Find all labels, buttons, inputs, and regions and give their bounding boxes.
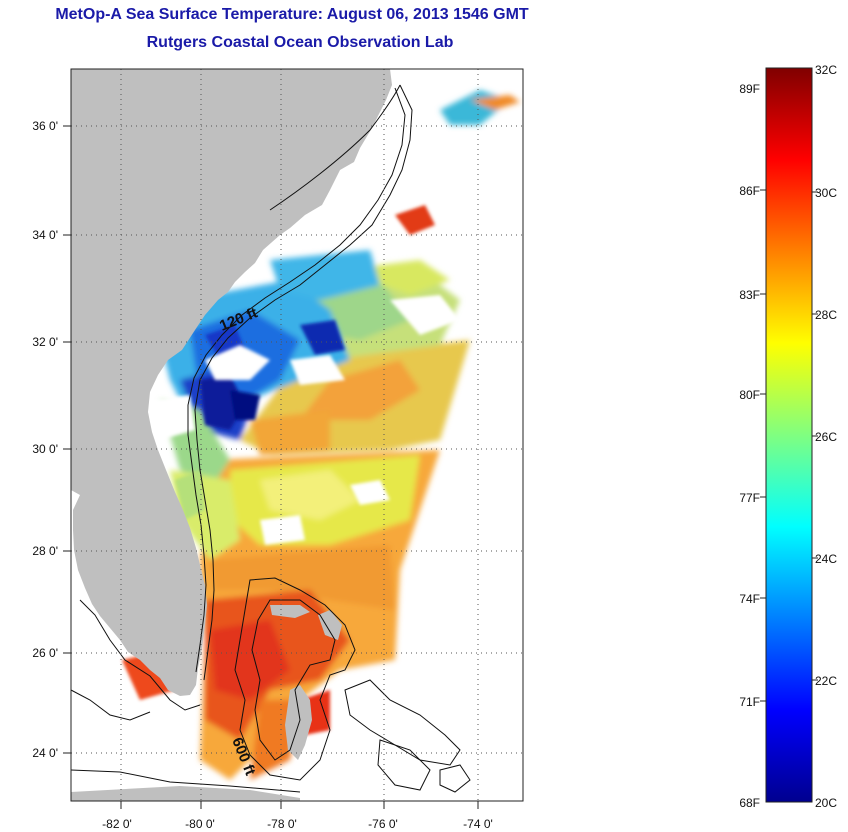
colorbar-celsius-label: 22C xyxy=(815,674,837,688)
lat-tick-label: 32 0' xyxy=(32,335,58,349)
colorbar-celsius-label: 20C xyxy=(815,796,837,810)
sst-swath xyxy=(122,90,520,780)
colorbar-fahrenheit-label: 71F xyxy=(739,695,760,709)
map-subtitle: Rutgers Coastal Ocean Observation Lab xyxy=(146,34,454,51)
lat-tick-label: 24 0' xyxy=(32,746,58,760)
latitude-labels: 36 0' 34 0' 32 0' 30 0' 28 0' 26 0' 24 0… xyxy=(32,119,58,760)
lon-tick-label: -80 0' xyxy=(185,817,215,831)
us-southeast-land xyxy=(71,69,392,696)
graticule xyxy=(71,69,523,801)
colorbar-fahrenheit-label: 86F xyxy=(739,184,760,198)
cuba-coast xyxy=(71,786,300,801)
bathymetry-contours xyxy=(71,84,471,793)
colorbar-celsius-label: 32C xyxy=(815,63,837,77)
colorbar-celsius-label: 28C xyxy=(815,308,837,322)
lon-tick-label: -82 0' xyxy=(102,817,132,831)
colorbar-celsius-label: 26C xyxy=(815,430,837,444)
colorbar-fahrenheit-label: 74F xyxy=(739,592,760,606)
colorbar-fahrenheit-label: 83F xyxy=(739,288,760,302)
colorbar-gradient xyxy=(765,67,813,803)
lat-tick-label: 26 0' xyxy=(32,646,58,660)
lon-tick-label: -76 0' xyxy=(368,817,398,831)
colorbar-fahrenheit-label: 80F xyxy=(739,388,760,402)
colorbar-fahrenheit-label: 68F xyxy=(739,796,760,810)
colorbar-fahrenheit-label: 77F xyxy=(739,491,760,505)
colorbar-fahrenheit-label: 89F xyxy=(739,82,760,96)
andros-island xyxy=(285,685,312,760)
colorbar-celsius-label: 30C xyxy=(815,186,837,200)
lat-tick-label: 36 0' xyxy=(32,119,58,133)
lat-tick-label: 34 0' xyxy=(32,228,58,242)
map-panel: 120 ft 600 ft xyxy=(71,69,523,801)
colorbar-celsius-label: 24C xyxy=(815,552,837,566)
lon-tick-label: -78 0' xyxy=(267,817,297,831)
colorbar-ticks xyxy=(760,189,818,702)
map-ticks xyxy=(63,125,479,809)
map-title: MetOp-A Sea Surface Temperature: August … xyxy=(55,6,529,23)
bahamas-grand xyxy=(270,605,310,618)
lat-tick-label: 30 0' xyxy=(32,442,58,456)
colorbar: 32C 30C 28C 26C 24C 22C 20C 89F 86F 83F … xyxy=(739,63,837,810)
bahamas-abaco xyxy=(318,610,342,640)
longitude-labels: -82 0' -80 0' -78 0' -76 0' -74 0' xyxy=(102,817,493,831)
lat-tick-label: 28 0' xyxy=(32,544,58,558)
lon-tick-label: -74 0' xyxy=(463,817,493,831)
map-frame xyxy=(70,68,524,802)
